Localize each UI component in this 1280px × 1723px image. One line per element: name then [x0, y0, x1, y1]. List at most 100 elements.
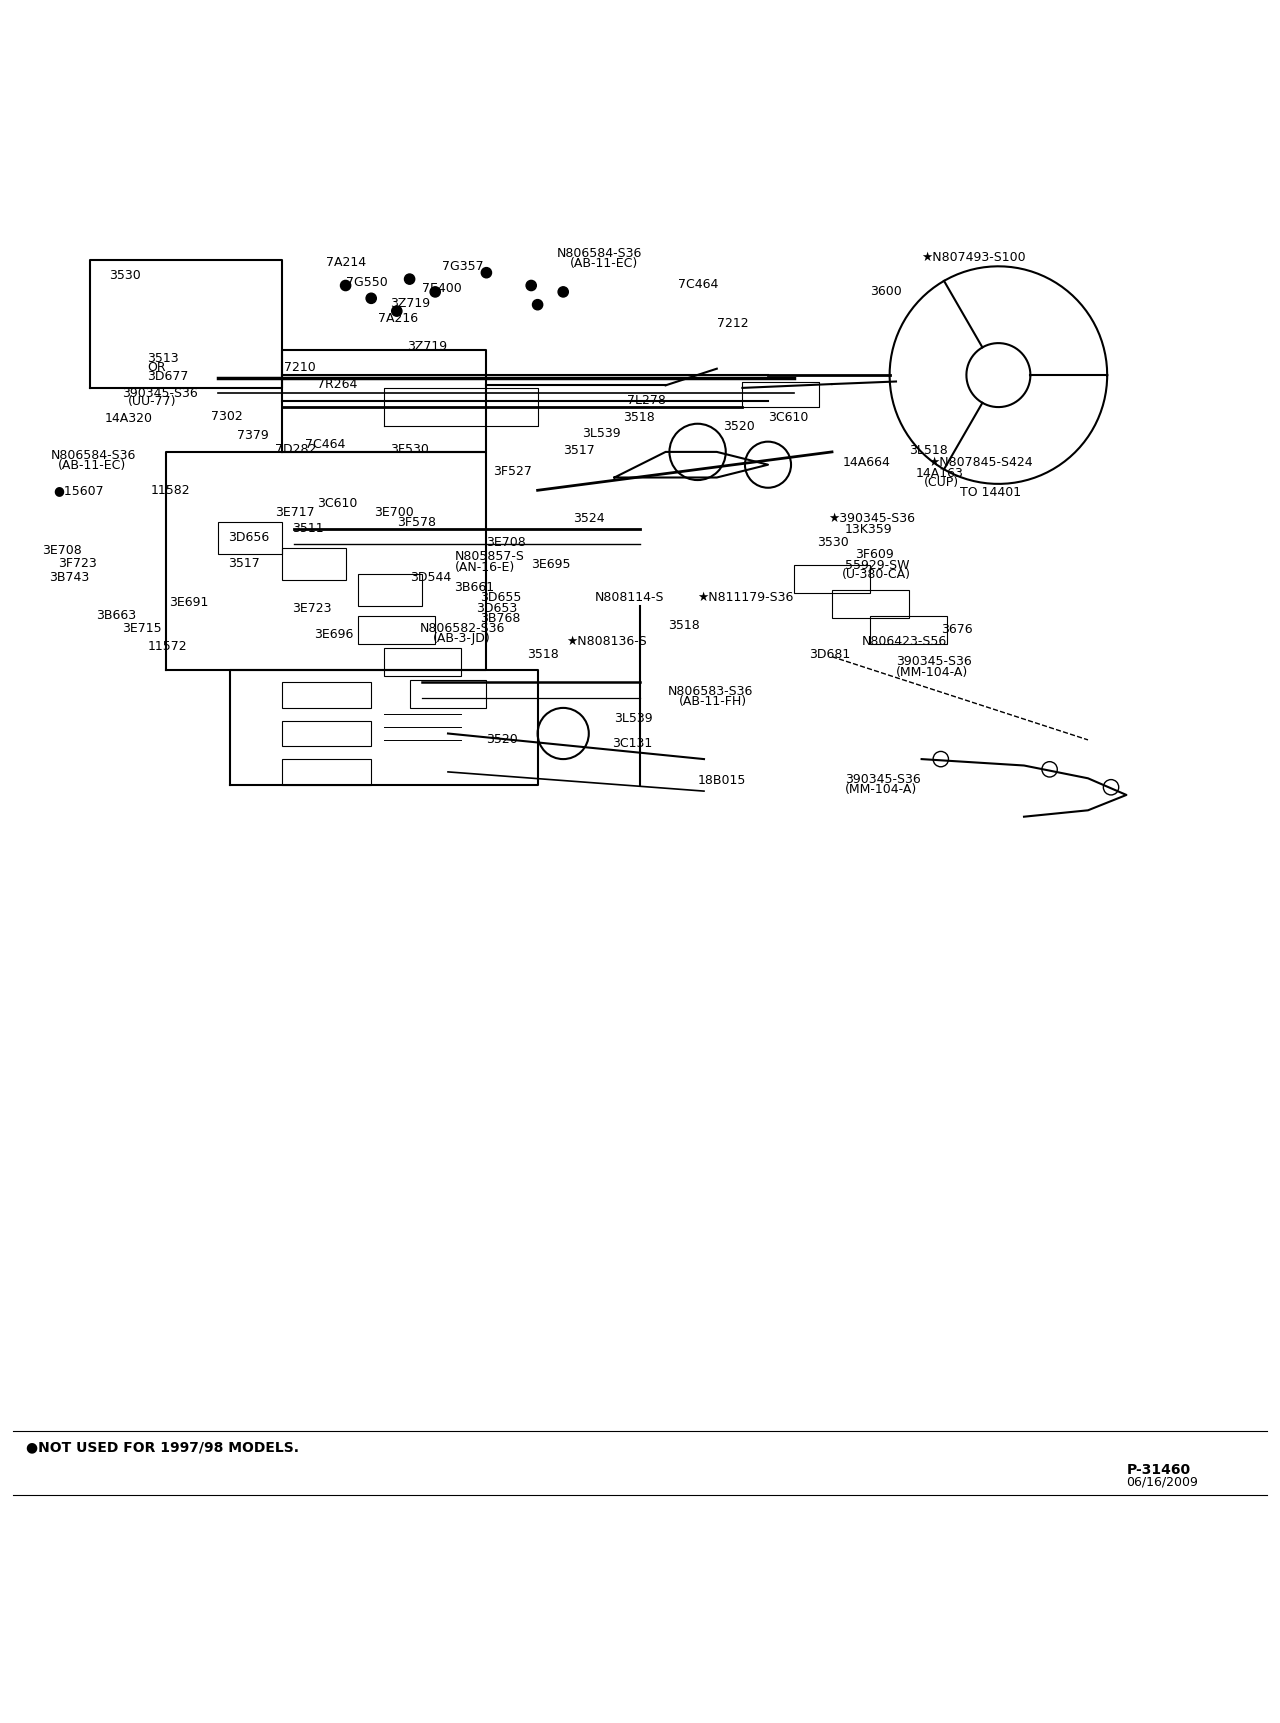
- Text: OR: OR: [147, 360, 166, 374]
- Text: 3D677: 3D677: [147, 370, 188, 383]
- Text: 390345-S36: 390345-S36: [845, 774, 920, 786]
- Circle shape: [366, 293, 376, 303]
- Bar: [358, 574, 422, 605]
- Text: (UU-77): (UU-77): [128, 396, 177, 408]
- Text: 3511: 3511: [292, 522, 324, 536]
- Text: N806423-S56: N806423-S56: [861, 634, 947, 648]
- Text: 7D282: 7D282: [275, 443, 316, 457]
- Text: 11582: 11582: [151, 484, 191, 496]
- Text: 3530: 3530: [817, 536, 849, 550]
- Text: 7L278: 7L278: [627, 395, 666, 407]
- Bar: [282, 760, 371, 784]
- Text: 3524: 3524: [573, 512, 605, 526]
- Text: 3E717: 3E717: [275, 505, 315, 519]
- Text: 3B661: 3B661: [454, 581, 494, 594]
- Text: 3D653: 3D653: [476, 601, 517, 615]
- Text: ★N807845-S424: ★N807845-S424: [928, 455, 1033, 469]
- Text: 3518: 3518: [668, 620, 700, 632]
- Circle shape: [532, 300, 543, 310]
- Text: N808114-S: N808114-S: [595, 591, 664, 605]
- Bar: [218, 522, 282, 555]
- Text: 3600: 3600: [870, 286, 902, 298]
- Text: 55929-SW: 55929-SW: [845, 560, 909, 572]
- Text: N806584-S36: N806584-S36: [557, 246, 643, 260]
- Text: 3B663: 3B663: [96, 610, 136, 622]
- Bar: [794, 565, 870, 593]
- Text: 3C610: 3C610: [317, 496, 358, 510]
- Text: 7A216: 7A216: [378, 312, 417, 326]
- Text: 11572: 11572: [147, 639, 187, 653]
- Text: 7G550: 7G550: [346, 276, 388, 289]
- Bar: [358, 615, 435, 644]
- Text: 3F723: 3F723: [58, 557, 96, 570]
- Bar: [384, 648, 461, 675]
- Circle shape: [430, 286, 440, 296]
- Text: P-31460: P-31460: [1126, 1463, 1190, 1477]
- Text: 3517: 3517: [228, 557, 260, 570]
- Text: (AB-11-EC): (AB-11-EC): [58, 460, 125, 472]
- Text: 3F527: 3F527: [493, 465, 531, 477]
- Text: 3517: 3517: [563, 445, 595, 457]
- Text: 06/16/2009: 06/16/2009: [1126, 1477, 1198, 1489]
- Text: 7379: 7379: [237, 429, 269, 441]
- Text: ★390345-S36: ★390345-S36: [828, 512, 915, 526]
- Text: ●15607: ●15607: [54, 484, 105, 496]
- Bar: [282, 548, 346, 581]
- Text: 3B768: 3B768: [480, 612, 521, 625]
- Text: N806583-S36: N806583-S36: [668, 684, 754, 698]
- Text: 3C131: 3C131: [612, 737, 652, 750]
- Text: (AB-3-JD): (AB-3-JD): [433, 632, 490, 646]
- Text: (U-380-CA): (U-380-CA): [842, 569, 911, 581]
- Text: 3C610: 3C610: [768, 410, 809, 424]
- Text: (CUP): (CUP): [924, 476, 959, 489]
- Text: 14A163: 14A163: [915, 467, 963, 481]
- Text: 7302: 7302: [211, 410, 243, 422]
- Text: N806584-S36: N806584-S36: [51, 450, 137, 462]
- Text: 3E700: 3E700: [374, 505, 413, 519]
- Text: 3F578: 3F578: [397, 515, 435, 529]
- Text: 18B015: 18B015: [698, 774, 746, 787]
- Text: 3D544: 3D544: [410, 570, 451, 584]
- Text: ★N808136-S: ★N808136-S: [566, 634, 646, 648]
- Text: 3Z719: 3Z719: [390, 296, 430, 310]
- Text: 7A214: 7A214: [326, 257, 366, 269]
- Text: 7C464: 7C464: [678, 277, 719, 291]
- Text: 3E696: 3E696: [314, 629, 353, 641]
- Bar: [282, 720, 371, 746]
- Text: 3D655: 3D655: [480, 591, 521, 605]
- Text: N805857-S: N805857-S: [454, 550, 525, 563]
- Text: 3L518: 3L518: [909, 445, 947, 457]
- Text: 14A320: 14A320: [105, 412, 154, 426]
- Text: N806582-S36: N806582-S36: [420, 622, 506, 636]
- Text: 3D681: 3D681: [809, 648, 850, 660]
- Text: 3676: 3676: [941, 624, 973, 636]
- Text: 3F530: 3F530: [390, 443, 429, 457]
- Text: 3E715: 3E715: [122, 622, 161, 636]
- Text: 3E691: 3E691: [169, 596, 209, 610]
- Text: 3530: 3530: [109, 269, 141, 283]
- Text: 3Z719: 3Z719: [407, 341, 447, 353]
- Circle shape: [526, 281, 536, 291]
- Text: 7G357: 7G357: [442, 260, 484, 272]
- Text: (AB-11-FH): (AB-11-FH): [678, 694, 746, 708]
- Circle shape: [404, 274, 415, 284]
- Circle shape: [481, 267, 492, 277]
- Text: 390345-S36: 390345-S36: [122, 386, 197, 400]
- Text: 3E708: 3E708: [486, 536, 526, 550]
- Circle shape: [340, 281, 351, 291]
- Text: 3520: 3520: [486, 734, 518, 746]
- Text: 13K359: 13K359: [845, 524, 892, 536]
- Text: TO 14401: TO 14401: [960, 486, 1021, 500]
- Text: 3B743: 3B743: [49, 570, 88, 584]
- Text: 3518: 3518: [623, 410, 655, 424]
- Text: 3E695: 3E695: [531, 558, 571, 570]
- Text: 3D656: 3D656: [228, 531, 269, 544]
- Bar: [832, 591, 909, 619]
- Text: ★N807493-S100: ★N807493-S100: [922, 252, 1027, 264]
- Text: 3E723: 3E723: [292, 601, 332, 615]
- Text: 7210: 7210: [284, 360, 316, 374]
- Bar: [282, 682, 371, 708]
- Text: (AN-16-E): (AN-16-E): [454, 560, 515, 574]
- Text: 3520: 3520: [723, 420, 755, 432]
- Text: ●NOT USED FOR 1997/98 MODELS.: ●NOT USED FOR 1997/98 MODELS.: [26, 1440, 298, 1454]
